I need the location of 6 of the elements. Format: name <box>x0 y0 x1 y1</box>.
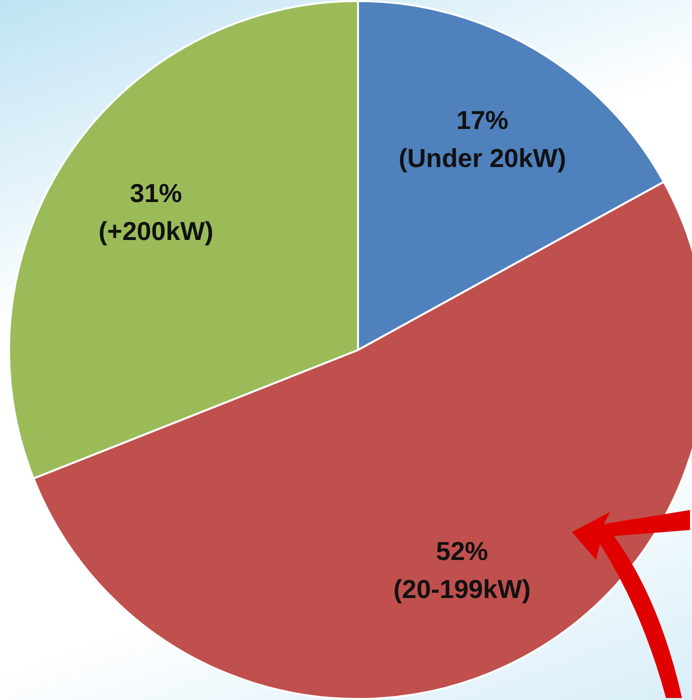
slice-label: (Under 20kW) <box>398 142 566 173</box>
data-label: 31% <box>130 178 182 208</box>
slice-label: (+200kW) <box>98 216 214 246</box>
data-label: 17% <box>456 104 508 135</box>
data-label: 52% <box>436 536 488 566</box>
slice-label: (20-199kW) <box>393 574 531 604</box>
